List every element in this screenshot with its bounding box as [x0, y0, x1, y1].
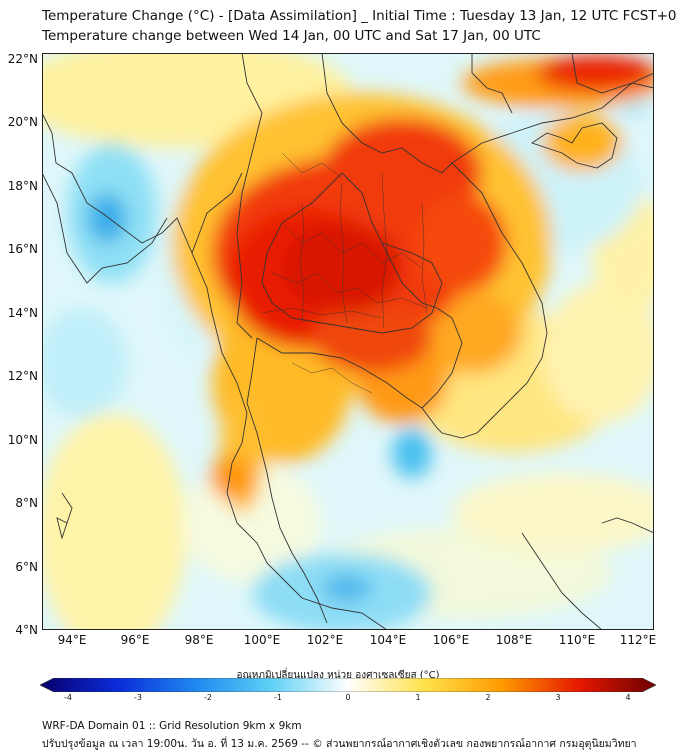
lat-label: 4°N [15, 623, 38, 637]
map-frame [42, 53, 654, 630]
lat-label: 8°N [15, 496, 38, 510]
lon-label: 106°E [432, 633, 470, 647]
footer-credit: ปรับปรุงข้อมูล ณ เวลา 19:00น. วัน อ. ที่… [42, 738, 637, 750]
colorbar-tick: 4 [625, 693, 631, 702]
colorbar-tick: -3 [134, 693, 142, 702]
colorbar-tick: 3 [555, 693, 561, 702]
colorbar-tick: -1 [274, 693, 282, 702]
lon-label: 94°E [57, 633, 87, 647]
lon-label: 100°E [243, 633, 281, 647]
lat-label: 10°N [7, 433, 38, 447]
lat-label: 12°N [7, 369, 38, 383]
coastlines [42, 53, 654, 630]
lat-label: 14°N [7, 306, 38, 320]
province-boundaries [261, 152, 428, 394]
colorbar-tick: 1 [415, 693, 421, 702]
colorbar-tick: 2 [485, 693, 491, 702]
temperature-change-map [42, 53, 654, 630]
lat-label: 18°N [7, 179, 38, 193]
lat-label: 16°N [7, 242, 38, 256]
lat-label: 6°N [15, 560, 38, 574]
colorbar-tick: -4 [64, 693, 72, 702]
lat-label: 20°N [7, 115, 38, 129]
colorbar-gradient [40, 678, 656, 692]
colorbar-tick: -2 [204, 693, 212, 702]
lon-label: 98°E [184, 633, 214, 647]
colorbar-tick: 0 [345, 693, 351, 702]
map-title: Temperature Change (°C) - [Data Assimila… [42, 8, 676, 24]
colorbar-title: อุณหภูมิเปลี่ยนแปลง หน่วย องศาเซลเซียส (… [236, 670, 440, 681]
lon-label: 108°E [495, 633, 533, 647]
colorbar [40, 678, 656, 692]
footer-model-info: WRF-DA Domain 01 :: Grid Resolution 9km … [42, 720, 302, 732]
lat-label: 22°N [7, 52, 38, 66]
lon-label: 110°E [558, 633, 596, 647]
lon-label: 112°E [619, 633, 657, 647]
map-subtitle: Temperature change between Wed 14 Jan, 0… [42, 28, 541, 44]
lon-label: 96°E [120, 633, 150, 647]
lon-label: 104°E [369, 633, 407, 647]
lon-label: 102°E [306, 633, 344, 647]
